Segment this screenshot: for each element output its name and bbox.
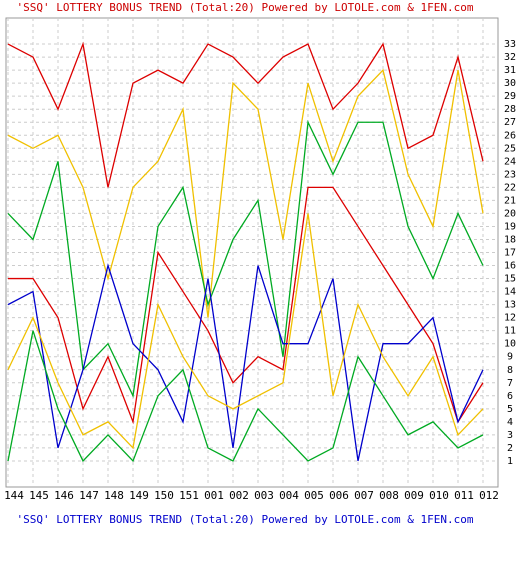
x-tick-label: 005 — [304, 489, 324, 502]
y-tick-label: 32 — [504, 52, 516, 63]
x-tick-label: 144 — [4, 489, 24, 502]
y-tick-label: 27 — [504, 117, 516, 128]
x-tick-label: 001 — [204, 489, 224, 502]
x-tick-label: 146 — [54, 489, 74, 502]
y-tick-label: 4 — [507, 417, 513, 428]
y-tick-label: 16 — [504, 261, 516, 272]
series-line — [7, 119, 484, 399]
y-tick-label: 8 — [507, 365, 513, 376]
x-tick-label: 148 — [104, 489, 124, 502]
y-tick-label: 14 — [504, 287, 516, 298]
y-tick-label: 26 — [504, 130, 516, 141]
x-tick-label: 006 — [329, 489, 349, 502]
y-tick-label: 23 — [504, 169, 516, 180]
x-tick-label: 149 — [129, 489, 149, 502]
chart-footer: 'SSQ' LOTTERY BONUS TREND (Total:20) Pow… — [17, 513, 474, 526]
x-tick-label: 007 — [354, 489, 374, 502]
x-tick-label: 004 — [279, 489, 299, 502]
series-line — [7, 41, 484, 188]
y-tick-label: 21 — [504, 195, 516, 206]
x-tick-label: 147 — [79, 489, 99, 502]
x-tick-label: 010 — [429, 489, 449, 502]
y-tick-label: 11 — [504, 326, 516, 337]
y-tick-label: 29 — [504, 91, 516, 102]
y-tick-label: 7 — [507, 378, 513, 389]
x-tick-label: 012 — [479, 489, 499, 502]
y-tick-label: 9 — [507, 352, 513, 363]
y-tick-label: 13 — [504, 300, 516, 311]
y-tick-label: 18 — [504, 234, 516, 245]
y-tick-label: 25 — [504, 143, 516, 154]
y-tick-label: 28 — [504, 104, 516, 115]
y-tick-label: 6 — [507, 391, 513, 402]
y-tick-label: 30 — [504, 78, 516, 89]
x-tick-label: 003 — [254, 489, 274, 502]
y-tick-label: 33 — [504, 39, 516, 50]
x-tick-label: 008 — [379, 489, 399, 502]
x-tick-label: 151 — [179, 489, 199, 502]
x-tick-label: 002 — [229, 489, 249, 502]
y-tick-label: 31 — [504, 65, 516, 76]
x-tick-label: 145 — [29, 489, 49, 502]
y-tick-label: 10 — [504, 339, 516, 350]
series-line — [7, 68, 484, 318]
series-line — [7, 213, 484, 450]
y-tick-label: 24 — [504, 156, 516, 167]
series-line — [8, 186, 484, 425]
y-tick-label: 20 — [504, 208, 516, 219]
y-tick-label: 12 — [504, 313, 516, 324]
x-tick-label: 011 — [454, 489, 474, 502]
chart-title: 'SSQ' LOTTERY BONUS TREND (Total:20) Pow… — [17, 1, 474, 14]
series-line — [7, 263, 484, 462]
y-tick-label: 19 — [504, 221, 516, 232]
y-tick-label: 5 — [507, 404, 513, 415]
y-tick-label: 17 — [504, 248, 516, 259]
x-tick-label: 009 — [404, 489, 424, 502]
series-line — [7, 330, 484, 463]
y-tick-label: 3 — [507, 430, 513, 441]
y-tick-label: 2 — [507, 443, 513, 454]
y-tick-label: 22 — [504, 182, 516, 193]
x-tick-label: 150 — [154, 489, 174, 502]
y-tick-label: 15 — [504, 274, 516, 285]
y-tick-label: 1 — [507, 456, 513, 467]
